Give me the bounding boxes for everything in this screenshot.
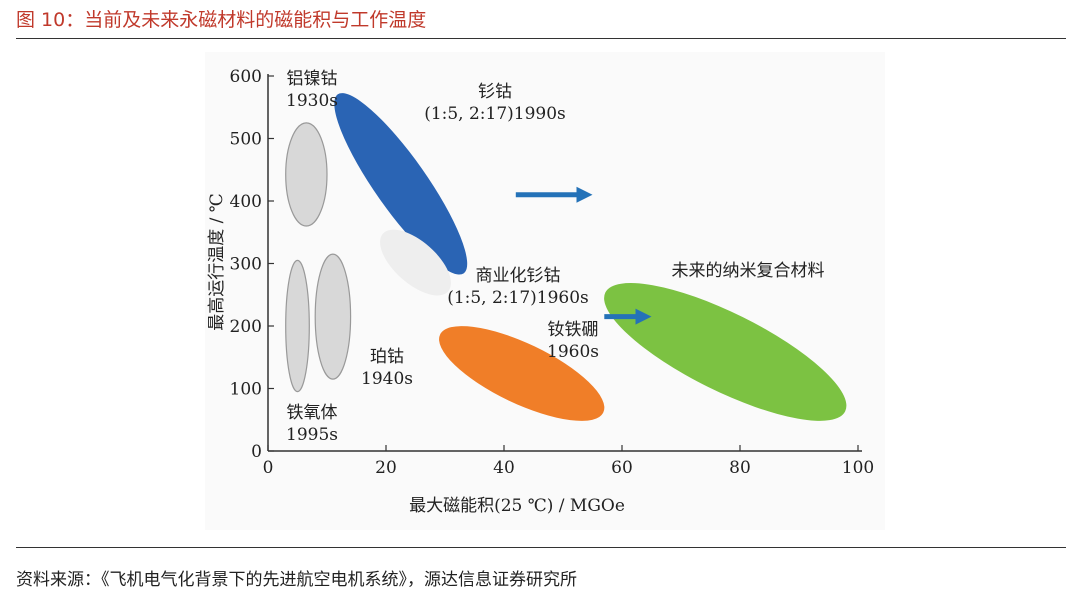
figure-title: 图 10：当前及未来永磁材料的磁能积与工作温度 (16, 9, 427, 31)
chart: 0 20 40 60 80 100 0 100 200 300 400 500 600 铝镍钴1930s… (207, 67, 875, 516)
x-tick-label: 60 (611, 458, 633, 478)
region-alnico (285, 122, 328, 227)
region-label-ndfeb: 1960s (547, 342, 599, 362)
arrow-head-1 (635, 308, 652, 325)
region-label-ptco: 珀钴 (370, 347, 404, 367)
x-tick-label: 80 (729, 458, 751, 478)
x-tick-label: 20 (375, 458, 397, 478)
region-smco_1990s (334, 93, 468, 275)
y-tick-label: 200 (230, 317, 262, 337)
region-ptco (314, 253, 352, 380)
arrow-head-0 (576, 186, 593, 203)
y-tick-label: 600 (230, 67, 262, 87)
region-label-ferrite: 铁氧体 (287, 403, 338, 423)
region-smco_1960s (380, 229, 451, 296)
region-label-ferrite: 1995s (286, 425, 338, 445)
y-tick-label: 500 (230, 130, 262, 150)
top-rule (16, 38, 1066, 39)
region-future (604, 283, 847, 421)
region-label-ndfeb: 钕铁硼 (548, 320, 599, 340)
region-ferrite (285, 259, 310, 393)
region-label-alnico: 铝镍钴 (287, 69, 338, 89)
region-label-smco_1960s: 商业化钐钴 (476, 266, 561, 286)
y-tick-label: 0 (251, 442, 262, 462)
x-tick-label: 40 (493, 458, 515, 478)
y-tick-label: 300 (230, 255, 262, 275)
region-label-ptco: 1940s (361, 369, 413, 389)
y-tick-label: 400 (230, 192, 262, 212)
regions-layer (285, 93, 847, 421)
source-note: 资料来源：《飞机电气化背景下的先进航空电机系统》，源达信息证券研究所 (16, 570, 577, 590)
region-label-smco_1990s: (1:5, 2:17)1990s (424, 104, 566, 124)
x-tick-label: 0 (263, 458, 274, 478)
region-label-smco_1990s: 钐钴 (478, 82, 512, 102)
region-label-alnico: 1930s (286, 91, 338, 111)
x-tick-label: 100 (842, 458, 874, 478)
y-tick-label: 100 (230, 380, 262, 400)
region-ndfeb (439, 326, 605, 421)
bottom-rule (16, 547, 1066, 548)
x-axis-label: 最大磁能积(25 ℃) / MGOe (409, 496, 625, 516)
arrows-layer (515, 186, 652, 325)
axes-layer: 0 20 40 60 80 100 0 100 200 300 400 500 600 (230, 67, 875, 478)
y-axis-label: 最高运行温度 / ℃ (207, 193, 227, 331)
region-label-future: 未来的纳米复合材料 (672, 261, 825, 281)
region-label-smco_1960s: (1:5, 2:17)1960s (447, 288, 589, 308)
